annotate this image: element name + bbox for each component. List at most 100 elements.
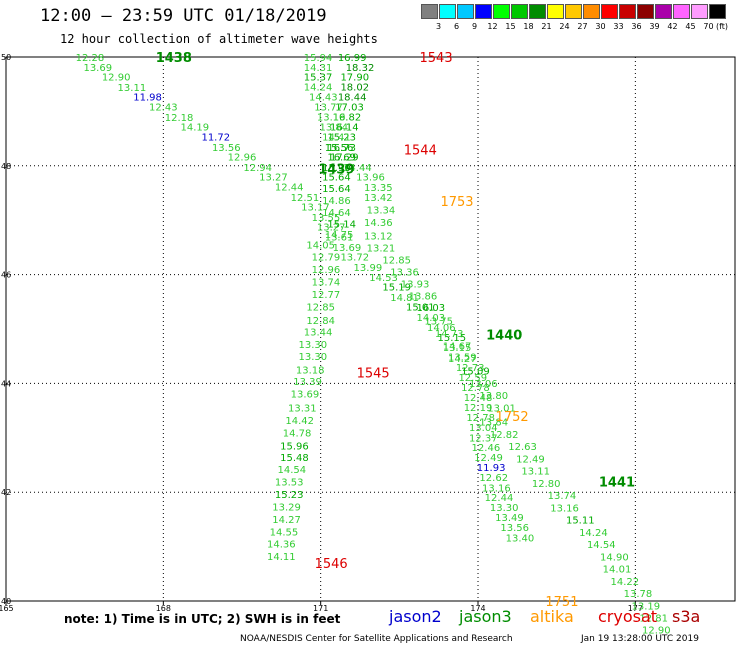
wave-height-value: 14.81	[390, 293, 419, 304]
wave-height-value: 13.27	[317, 223, 346, 234]
wave-height-value: 14.42	[285, 416, 314, 427]
legend-label: 36	[631, 22, 642, 31]
wave-height-value: 12.51	[291, 193, 320, 204]
wave-height-value: 13.31	[288, 403, 317, 414]
wave-height-value: 14.06	[427, 323, 456, 334]
map-frame	[5, 56, 736, 602]
wave-height-value: 12.44	[485, 493, 514, 504]
wave-height-value: 14.78	[283, 428, 312, 439]
wave-height-value: 12.73	[456, 363, 485, 374]
wave-height-value: 18.32	[346, 63, 375, 74]
wave-height-value: 14.27	[272, 515, 301, 526]
pass-time-label: 1439	[318, 163, 354, 178]
wave-height-value: 13.80	[479, 391, 508, 402]
wave-height-value: 13.44	[304, 328, 333, 339]
legend-label: 24	[559, 22, 570, 31]
legend-swatch	[565, 4, 582, 19]
wave-height-value: 12.96	[312, 265, 341, 276]
wave-height-value: 14.75	[325, 230, 354, 241]
wave-height-value: 14.36	[364, 218, 393, 229]
wave-height-value: 13.39	[293, 377, 322, 388]
wave-height-value: 12.62	[479, 473, 508, 484]
legend-label: 45	[685, 22, 696, 31]
wave-height-value: 13.55	[312, 213, 341, 224]
wave-height-value: 13.72	[340, 253, 369, 264]
wave-height-value: 12.37	[469, 433, 498, 444]
wave-height-value: 14.90	[600, 552, 629, 563]
wave-height-value: 15.01	[406, 303, 435, 314]
legend-label: 3	[435, 22, 442, 31]
wave-height-value: 13.84	[479, 417, 508, 428]
wave-height-value: 13.27	[259, 173, 288, 184]
wave-height-value: 13.74	[548, 491, 577, 502]
wave-height-value: 14.03	[416, 313, 445, 324]
legend-swatch	[619, 4, 636, 19]
legend-swatch	[583, 4, 600, 19]
wave-height-value: 13.01	[487, 403, 516, 414]
legend-label: 18	[523, 22, 534, 31]
pass-time-label: 1751	[545, 595, 578, 610]
wave-height-value: 12.28	[76, 53, 105, 64]
wave-height-value: 16.82	[333, 112, 362, 123]
wave-height-value: 14.27	[448, 354, 477, 365]
legend-swatch	[421, 4, 438, 19]
lat-tick-label: 40	[1, 597, 11, 606]
wave-height-value: 12.94	[243, 163, 272, 174]
legend-label: 70	[703, 22, 714, 31]
wave-height-value: 12.77	[312, 290, 341, 301]
legend-label: 9	[471, 22, 478, 31]
wave-height-value: 12.49	[474, 453, 503, 464]
wave-height-value: 14.73	[435, 329, 464, 340]
wave-height-value: 13.19	[632, 601, 661, 612]
wave-height-value: 14.44	[343, 163, 372, 174]
wave-height-value: 13.36	[390, 267, 419, 278]
wave-height-value: 13.11	[118, 83, 147, 94]
wave-height-value: 12.79	[312, 253, 341, 264]
pass-time-label: 1546	[315, 557, 348, 572]
wave-height-value: 12.63	[508, 442, 537, 453]
legend-label: 21	[541, 22, 552, 31]
wave-height-value: 15.94	[304, 53, 333, 64]
wave-height-value: 15.09	[461, 366, 490, 377]
wave-height-value: 12.84	[306, 316, 335, 327]
wave-height-value: 15.11	[566, 515, 595, 526]
wave-height-value: 13.12	[364, 231, 393, 242]
wave-height-value: 12.46	[472, 443, 501, 454]
wave-height-value: 14.55	[270, 527, 299, 538]
legend-label: 33	[613, 22, 624, 31]
wave-height-value: 13.84	[319, 123, 348, 134]
wave-height-value: 13.04	[469, 423, 498, 434]
pass-time-label: 1440	[486, 328, 522, 343]
wave-height-value: 11.72	[201, 132, 230, 143]
wave-height-value: 14.19	[180, 123, 209, 134]
wave-height-value: 14.67	[443, 341, 472, 352]
legend-swatch	[637, 4, 654, 19]
legend-swatch	[673, 4, 690, 19]
wave-height-value: 17.03	[335, 103, 364, 114]
wave-height-value: 14.31	[304, 63, 333, 74]
wave-height-value: 16.03	[416, 303, 445, 314]
lon-tick-label: 171	[313, 604, 328, 613]
wave-height-value: 13.75	[424, 316, 453, 327]
wave-height-value: 12.90	[102, 73, 131, 84]
wave-height-value: 12.78	[466, 413, 495, 424]
legend-label: 27	[577, 22, 588, 31]
lon-tick-label: 177	[628, 604, 643, 613]
legend-unit: (ft)	[715, 22, 729, 31]
pass-time-label: 1438	[156, 51, 192, 66]
wave-height-value: 13.56	[500, 523, 529, 534]
wave-height-value: 15.56	[325, 143, 354, 154]
wave-height-value: 12.90	[642, 625, 671, 636]
wave-height-value: 14.11	[267, 552, 296, 563]
wave-height-value: 12.80	[532, 479, 561, 490]
wave-height-value: 13.11	[521, 466, 550, 477]
wave-height-value: 13.53	[275, 477, 304, 488]
satellite-jason2: jason2	[389, 607, 442, 626]
wave-height-value: 13.49	[495, 513, 524, 524]
wave-height-value: 16.14	[330, 123, 359, 134]
wave-height-value: 13.42	[364, 193, 393, 204]
wave-height-value: 13.69	[333, 243, 362, 254]
wave-height-value: 13.86	[409, 291, 438, 302]
wave-height-value: 13.30	[298, 352, 327, 363]
satellite-s3a: s3a	[672, 607, 701, 626]
